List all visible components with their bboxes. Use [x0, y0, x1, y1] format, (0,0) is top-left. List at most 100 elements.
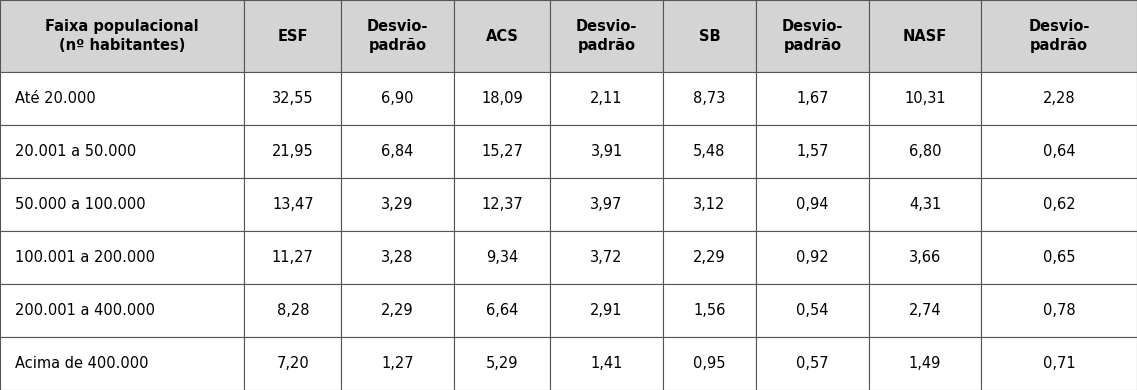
Text: 200.001 a 400.000: 200.001 a 400.000 — [15, 303, 155, 318]
Bar — [981, 125, 1137, 178]
Text: 7,20: 7,20 — [276, 356, 309, 371]
Text: 21,95: 21,95 — [272, 144, 314, 159]
Text: 5,29: 5,29 — [485, 356, 518, 371]
Bar — [981, 231, 1137, 284]
Bar — [869, 125, 981, 178]
Text: 0,54: 0,54 — [796, 303, 829, 318]
Bar — [454, 0, 550, 72]
Text: 0,64: 0,64 — [1043, 144, 1076, 159]
Text: ACS: ACS — [485, 28, 518, 44]
Text: 0,62: 0,62 — [1043, 197, 1076, 212]
Bar — [550, 231, 663, 284]
Text: 0,92: 0,92 — [796, 250, 829, 265]
Text: 10,31: 10,31 — [904, 91, 946, 106]
Text: 3,28: 3,28 — [381, 250, 414, 265]
Bar — [663, 337, 756, 390]
Bar — [341, 72, 454, 125]
Bar — [454, 72, 550, 125]
Bar — [244, 125, 341, 178]
Text: 100.001 a 200.000: 100.001 a 200.000 — [15, 250, 155, 265]
Bar — [981, 72, 1137, 125]
Bar — [756, 231, 869, 284]
Text: 2,74: 2,74 — [908, 303, 941, 318]
Bar — [981, 284, 1137, 337]
Bar — [0, 337, 244, 390]
Bar — [981, 178, 1137, 231]
Bar — [663, 231, 756, 284]
Bar — [869, 337, 981, 390]
Bar — [244, 178, 341, 231]
Text: 1,57: 1,57 — [796, 144, 829, 159]
Bar — [550, 337, 663, 390]
Text: SB: SB — [698, 28, 721, 44]
Text: 6,90: 6,90 — [381, 91, 414, 106]
Bar — [663, 0, 756, 72]
Bar — [756, 178, 869, 231]
Text: Desvio-
padrão: Desvio- padrão — [367, 19, 428, 53]
Bar — [869, 284, 981, 337]
Text: 0,78: 0,78 — [1043, 303, 1076, 318]
Bar — [244, 0, 341, 72]
Bar — [869, 231, 981, 284]
Bar — [550, 178, 663, 231]
Bar — [0, 178, 244, 231]
Text: 8,73: 8,73 — [694, 91, 725, 106]
Bar — [550, 284, 663, 337]
Text: NASF: NASF — [903, 28, 947, 44]
Bar — [341, 231, 454, 284]
Text: 6,64: 6,64 — [485, 303, 518, 318]
Text: 3,97: 3,97 — [590, 197, 623, 212]
Bar — [244, 284, 341, 337]
Bar — [341, 178, 454, 231]
Text: 15,27: 15,27 — [481, 144, 523, 159]
Text: 2,28: 2,28 — [1043, 91, 1076, 106]
Text: 3,91: 3,91 — [590, 144, 623, 159]
Bar — [244, 337, 341, 390]
Text: 20.001 a 50.000: 20.001 a 50.000 — [15, 144, 136, 159]
Text: 11,27: 11,27 — [272, 250, 314, 265]
Bar — [663, 178, 756, 231]
Text: 32,55: 32,55 — [272, 91, 314, 106]
Text: 2,29: 2,29 — [694, 250, 725, 265]
Text: 12,37: 12,37 — [481, 197, 523, 212]
Text: 6,84: 6,84 — [381, 144, 414, 159]
Text: 1,56: 1,56 — [694, 303, 725, 318]
Bar — [0, 284, 244, 337]
Text: 4,31: 4,31 — [908, 197, 941, 212]
Bar — [663, 125, 756, 178]
Text: 9,34: 9,34 — [485, 250, 518, 265]
Bar — [341, 125, 454, 178]
Bar — [0, 72, 244, 125]
Text: 3,29: 3,29 — [381, 197, 414, 212]
Text: 0,71: 0,71 — [1043, 356, 1076, 371]
Bar — [550, 125, 663, 178]
Bar — [869, 0, 981, 72]
Bar — [756, 284, 869, 337]
Bar — [0, 0, 244, 72]
Text: 1,41: 1,41 — [590, 356, 623, 371]
Text: Faixa populacional
(nº habitantes): Faixa populacional (nº habitantes) — [45, 19, 199, 53]
Text: 1,67: 1,67 — [796, 91, 829, 106]
Bar — [341, 337, 454, 390]
Text: 3,12: 3,12 — [694, 197, 725, 212]
Bar — [756, 0, 869, 72]
Text: Desvio-
padrão: Desvio- padrão — [1029, 19, 1089, 53]
Bar — [454, 231, 550, 284]
Bar — [981, 0, 1137, 72]
Text: 13,47: 13,47 — [272, 197, 314, 212]
Text: Desvio-
padrão: Desvio- padrão — [782, 19, 843, 53]
Text: 8,28: 8,28 — [276, 303, 309, 318]
Bar — [663, 284, 756, 337]
Bar — [756, 337, 869, 390]
Bar — [981, 337, 1137, 390]
Bar — [341, 284, 454, 337]
Text: 3,66: 3,66 — [908, 250, 941, 265]
Bar — [550, 72, 663, 125]
Text: 2,29: 2,29 — [381, 303, 414, 318]
Bar — [756, 72, 869, 125]
Text: 18,09: 18,09 — [481, 91, 523, 106]
Bar — [454, 337, 550, 390]
Text: ESF: ESF — [277, 28, 308, 44]
Text: 0,57: 0,57 — [796, 356, 829, 371]
Text: 6,80: 6,80 — [908, 144, 941, 159]
